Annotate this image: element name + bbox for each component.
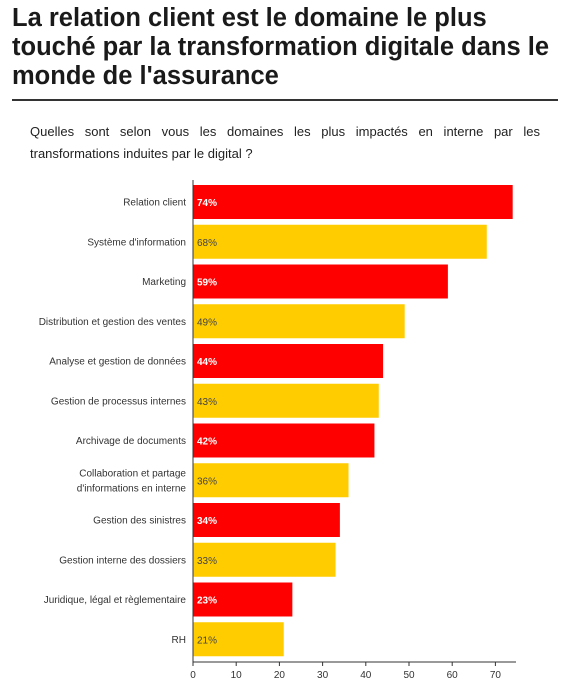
category-label: Distribution et gestion des ventes — [39, 317, 186, 328]
x-tick-label: 30 — [317, 670, 329, 681]
category-label: Juridique, légal et règlementaire — [44, 595, 187, 606]
category-label: Collaboration et partage — [79, 468, 186, 479]
bar-value-label: 68% — [197, 238, 217, 249]
bar-value-label: 43% — [197, 397, 217, 408]
x-tick-label: 0 — [190, 670, 196, 681]
bar-value-label: 36% — [197, 476, 217, 487]
category-label: RH — [172, 635, 186, 646]
bar — [193, 383, 379, 418]
bar-value-label: 59% — [197, 278, 217, 289]
bar — [193, 344, 384, 378]
bar-value-label: 49% — [197, 317, 217, 328]
bar — [193, 542, 336, 577]
bar — [193, 503, 340, 537]
title-divider — [12, 99, 558, 101]
bar-value-label: 74% — [197, 198, 217, 209]
bar-value-label: 23% — [197, 596, 217, 607]
x-tick-label: 10 — [231, 670, 243, 681]
category-label: Archivage de documents — [76, 436, 186, 447]
bar — [193, 224, 487, 259]
category-label: Gestion de processus internes — [51, 396, 186, 407]
category-label: Système d'information — [87, 237, 186, 248]
category-label: Gestion interne des dossiers — [59, 555, 186, 566]
category-label: Relation client — [123, 198, 186, 209]
chart-subtitle: Quelles sont selon vous les domaines les… — [30, 124, 540, 161]
bar — [193, 264, 448, 299]
x-tick-label: 50 — [403, 670, 415, 681]
bar — [193, 463, 349, 498]
bar — [193, 185, 513, 219]
x-tick-label: 20 — [274, 670, 286, 681]
category-label: d'informations en interne — [77, 483, 187, 494]
bar-value-label: 33% — [197, 556, 217, 567]
bar-value-label: 21% — [197, 635, 217, 646]
bar-value-label: 34% — [197, 516, 217, 527]
category-label: Analyse et gestion de données — [49, 357, 186, 368]
bar — [193, 582, 293, 617]
category-label: Gestion des sinistres — [93, 516, 186, 527]
bar — [193, 622, 284, 657]
bar — [193, 304, 405, 339]
x-tick-label: 60 — [447, 670, 459, 681]
chart-title: La relation client est le domaine le plu… — [12, 4, 550, 90]
bar-value-label: 44% — [197, 357, 217, 368]
category-label: Marketing — [142, 277, 186, 288]
x-tick-label: 70 — [490, 670, 502, 681]
bar — [193, 423, 375, 458]
bar-value-label: 42% — [197, 437, 217, 448]
x-tick-label: 40 — [360, 670, 372, 681]
